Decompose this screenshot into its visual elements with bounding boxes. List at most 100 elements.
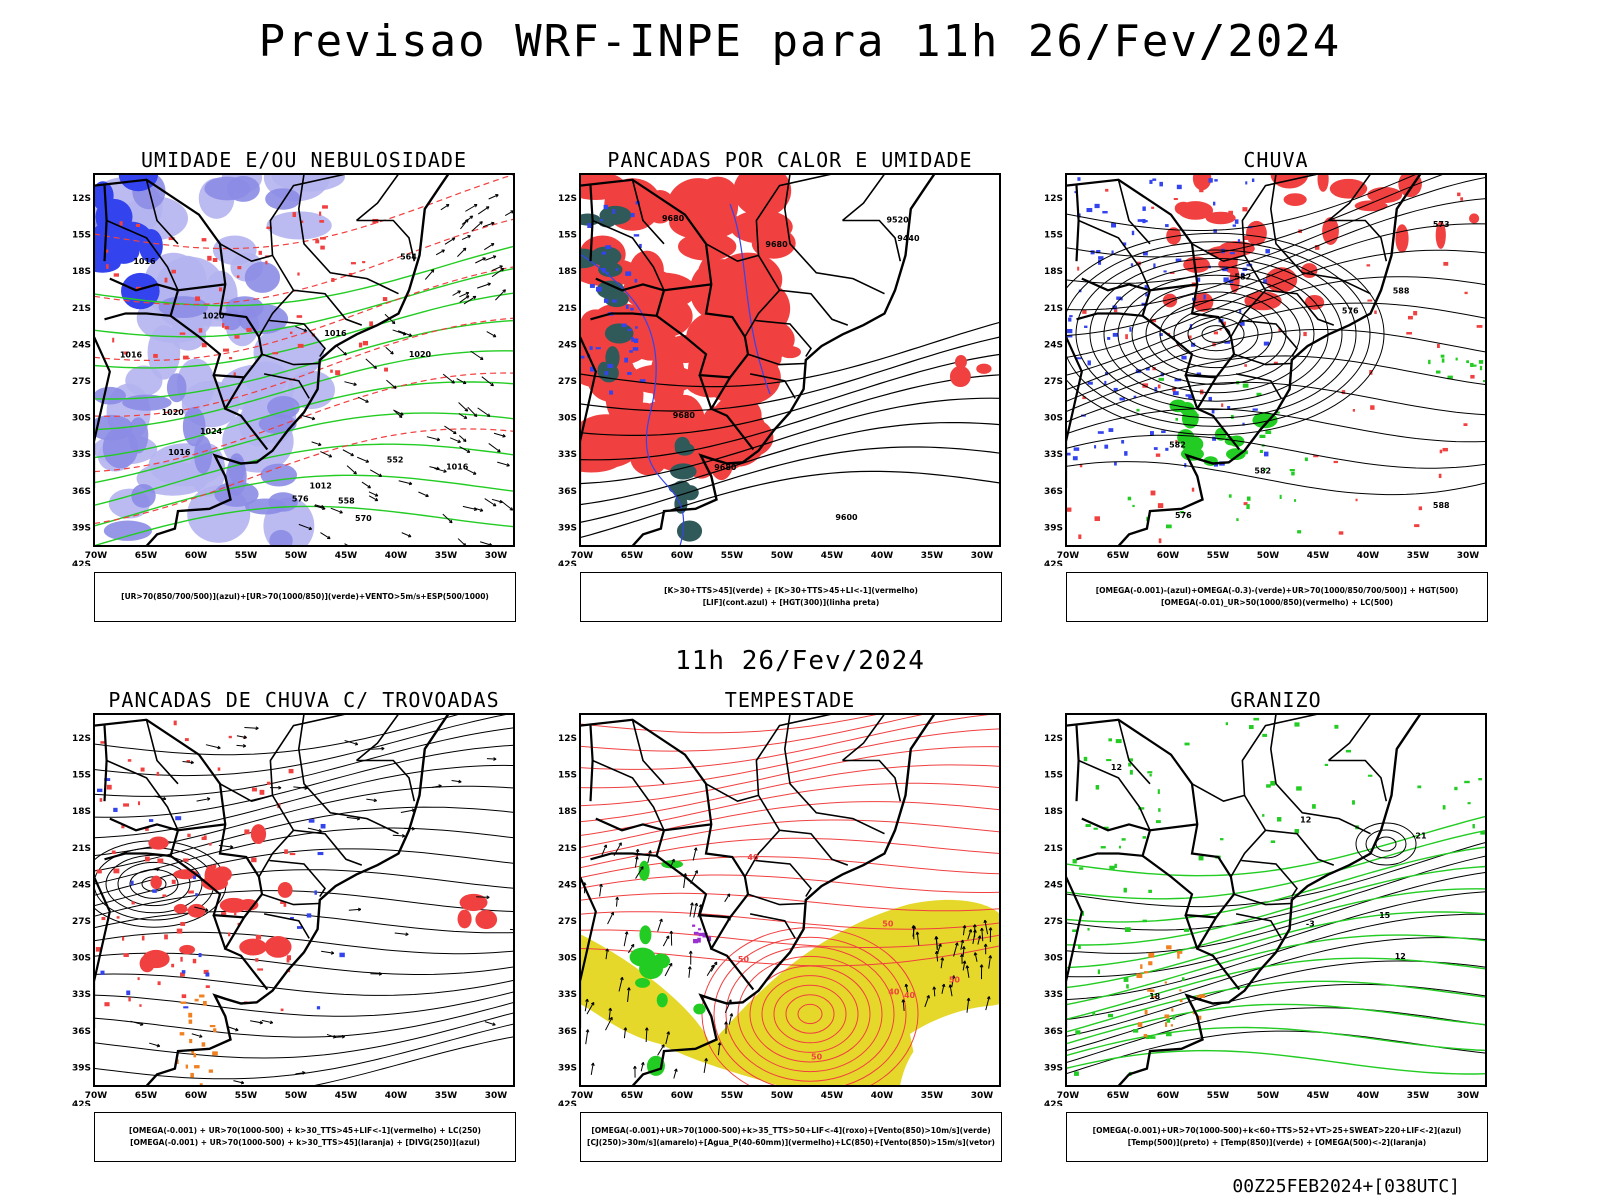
lat-tick-label: 12S	[72, 194, 91, 204]
lat-tick-label: 42S	[1044, 560, 1063, 566]
main-title: Previsao WRF-INPE para 11h 26/Fev/2024	[258, 16, 1342, 67]
contour-label: 1016	[324, 329, 347, 338]
lon-tick-label: 50W	[771, 1091, 794, 1101]
contour-label: 15	[1379, 911, 1391, 920]
forecast-time-subtitle: 11h 26/Fev/2024	[675, 646, 925, 676]
legend-line: [CJ(250)>30m/s](amarelo)+[Agua_P(40-60mm…	[587, 1138, 995, 1147]
legend-box: [OMEGA(-0.001) + UR>70(1000-500) + k>30_…	[94, 1112, 516, 1162]
lat-tick-label: 12S	[72, 734, 91, 744]
lon-tick-label: 70W	[85, 551, 108, 561]
lat-tick-label: 33S	[558, 990, 577, 1000]
lat-tick-label: 33S	[72, 990, 91, 1000]
lat-tick-label: 36S	[72, 1027, 91, 1037]
contour-label: 573	[1433, 220, 1450, 229]
contour-label: 588	[1393, 286, 1410, 295]
lon-tick-label: 55W	[721, 551, 744, 561]
lon-tick-label: 45W	[335, 551, 358, 561]
lon-tick-label: 70W	[571, 551, 594, 561]
forecast-map: 588 588 582 582 582 576 576 573 12S 15S 18S 21S 24S 2…	[1044, 173, 1487, 566]
lat-tick-label: 36S	[1044, 487, 1063, 497]
lon-tick-label: 40W	[871, 1091, 894, 1101]
contour-label: 582	[1169, 441, 1186, 450]
legend-box: [OMEGA(-0.001)+UR>70(1000-500)+k<60+TTS>…	[1066, 1112, 1488, 1162]
panel-tempestade: TEMPESTADE 50 50 50 40 40 40 50 12S 15S 18S 21S 24S 2…	[555, 688, 1025, 1168]
contour-label: 9680	[662, 214, 685, 223]
legend-line: [OMEGA(-0.001)+UR>70(1000-500)+k<60+TTS>…	[1092, 1126, 1462, 1135]
contour-label: 1016	[120, 351, 143, 360]
lon-tick-label: 30W	[971, 1091, 994, 1101]
legend-box: [OMEGA(-0.001)-(azul)+OMEGA(-0.3)-(verde…	[1066, 572, 1488, 622]
map-background	[94, 714, 514, 1086]
contour-label: 50	[949, 975, 961, 984]
lon-tick-label: 70W	[1057, 551, 1080, 561]
lat-tick-label: 18S	[558, 807, 577, 817]
contour-label: 50	[882, 919, 894, 928]
lon-tick-label: 50W	[285, 551, 308, 561]
lat-tick-label: 36S	[1044, 1027, 1063, 1037]
forecast-map: 12 12 15 18 -21 -3 12 12S 15S 18S 21S 24S 27S 30S 33S 3…	[1044, 713, 1487, 1106]
lat-tick-label: 18S	[1044, 267, 1063, 277]
lon-tick-label: 70W	[1057, 1091, 1080, 1101]
lat-tick-label: 36S	[558, 1027, 577, 1037]
contour-label: 12	[1111, 763, 1122, 772]
lat-tick-label: 39S	[558, 523, 577, 533]
lon-tick-label: 45W	[335, 1091, 358, 1101]
lat-tick-label: 30S	[1044, 954, 1063, 964]
lon-tick-label: 30W	[485, 1091, 508, 1101]
forecast-map: 1016 1016 1016 1016 1012 1020 1020 1020 1024 1016…	[72, 173, 515, 566]
panel-pancadas-calor: PANCADAS POR CALOR E UMIDADE 9680 9680 9680…	[555, 148, 1025, 628]
lon-tick-label: 60W	[1157, 551, 1180, 561]
contour-label: 12	[1395, 952, 1406, 961]
lon-tick-label: 60W	[671, 551, 694, 561]
legend-line: [UR>70(850/700/500)](azul)+[UR>70(1000/8…	[121, 592, 489, 601]
contour-label: 9520	[886, 215, 909, 224]
contour-label: 50	[811, 1053, 823, 1062]
lat-tick-label: 27S	[558, 377, 577, 387]
contour-label: -21	[1412, 832, 1427, 841]
lat-tick-label: 42S	[1044, 1100, 1063, 1106]
lat-tick-label: 21S	[1044, 304, 1063, 314]
lat-tick-label: 21S	[72, 304, 91, 314]
contour-label: 40	[747, 853, 759, 862]
map-frame	[1065, 713, 1487, 1087]
legend-line: [OMEGA(-0.001) + UR>70(1000-500) + k>30_…	[129, 1126, 481, 1135]
legend-line: [OMEGA(-0.001)-(azul)+OMEGA(-0.3)-(verde…	[1095, 586, 1459, 595]
lat-tick-label: 15S	[72, 771, 91, 781]
contour-label: 564	[400, 252, 417, 261]
panel-title: GRANIZO	[1230, 688, 1322, 712]
map-frame	[1065, 173, 1487, 547]
lon-tick-label: 60W	[671, 1091, 694, 1101]
lat-tick-label: 30S	[1044, 414, 1063, 424]
contour-label: 9680	[765, 240, 788, 249]
contour-label: 558	[338, 496, 355, 505]
contour-label: 1016	[446, 463, 469, 472]
lon-tick-label: 65W	[1107, 551, 1130, 561]
lat-tick-label: 15S	[558, 231, 577, 241]
lon-tick-label: 65W	[621, 551, 644, 561]
panel-pancadas-trovoadas: PANCADAS DE CHUVA C/ TROVOADAS 12S 15S 18S 2…	[69, 688, 539, 1168]
lat-tick-label: 12S	[558, 194, 577, 204]
legend-line: [LIF](cont.azul) + [HGT(300)](linha pret…	[702, 598, 880, 607]
lon-tick-label: 65W	[621, 1091, 644, 1101]
lat-tick-label: 27S	[1044, 377, 1063, 387]
panel-title: TEMPESTADE	[724, 688, 856, 712]
lat-tick-label: 27S	[72, 377, 91, 387]
lat-tick-label: 27S	[1044, 917, 1063, 927]
lon-tick-label: 55W	[1207, 1091, 1230, 1101]
legend-line: [K>30+TTS>45](verde) + [K>30+TTS>45+LI<-…	[664, 586, 918, 595]
map-frame	[579, 713, 1001, 1087]
contour-label: 1020	[409, 350, 432, 359]
contour-label: 9600	[835, 513, 858, 522]
contour-label: 582	[1254, 466, 1271, 475]
legend-box: [OMEGA(-0.001)+UR>70(1000-500)+k>35_TTS>…	[580, 1112, 1002, 1162]
lat-tick-label: 12S	[558, 734, 577, 744]
contour-label: 588	[1433, 501, 1450, 510]
lon-tick-label: 45W	[821, 1091, 844, 1101]
lon-tick-label: 30W	[1457, 551, 1480, 561]
lat-tick-label: 12S	[1044, 194, 1063, 204]
lon-tick-label: 50W	[285, 1091, 308, 1101]
lon-tick-label: 70W	[571, 1091, 594, 1101]
lat-tick-label: 18S	[72, 267, 91, 277]
lon-tick-label: 60W	[185, 551, 208, 561]
